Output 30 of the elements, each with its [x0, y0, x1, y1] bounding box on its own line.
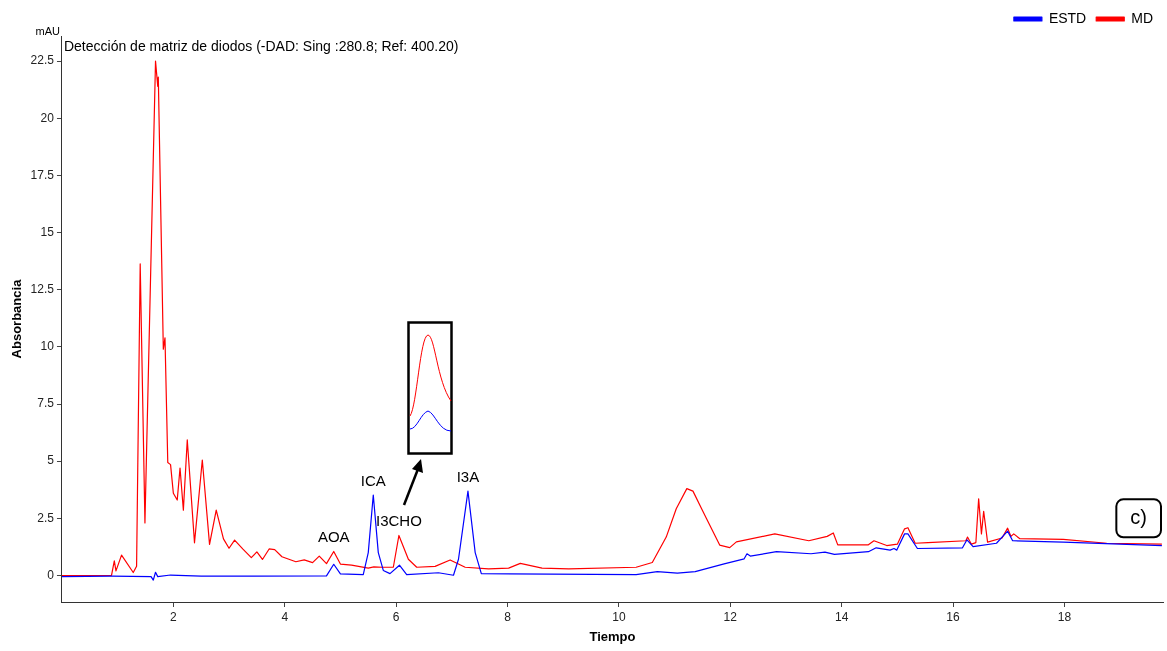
annotation: I3CHO — [375, 512, 422, 530]
annotation: I3A — [456, 467, 480, 485]
y-tick-label: 22.5 — [30, 53, 55, 68]
y-tick-label: 10 — [40, 339, 55, 354]
x-tick-label: 2 — [170, 609, 177, 624]
x-tick-label: 18 — [1057, 609, 1072, 624]
chart-title: Detección de matriz de diodos (-DAD: Sing :280.8; Ref: 400.20) — [63, 37, 459, 54]
x-tick-label: 12 — [723, 609, 738, 624]
x-tick-label: 8 — [504, 609, 512, 624]
annotation: AOA — [317, 528, 350, 546]
y-axis-title: Absorbancia — [9, 278, 25, 359]
y-tick-label: 5 — [47, 453, 55, 468]
y-tick-label: 15 — [40, 224, 55, 239]
y-tick-label: 20 — [40, 110, 55, 125]
x-tick-label: 4 — [281, 609, 289, 624]
x-tick-label: 16 — [946, 609, 961, 624]
y-tick-label: 0 — [47, 567, 55, 582]
y-tick-label: 12.5 — [30, 282, 55, 297]
x-axis-title: Tiempo — [589, 628, 636, 644]
x-tick-label: 10 — [612, 609, 626, 624]
annotation: c) — [1130, 505, 1148, 528]
annotation: ICA — [360, 471, 386, 489]
x-tick-label: 14 — [834, 609, 849, 624]
y-tick-label: 17.5 — [30, 167, 55, 182]
x-tick-label: 6 — [392, 609, 400, 624]
y-tick-label: 7.5 — [37, 396, 55, 411]
legend-label: ESTD — [1048, 9, 1087, 26]
text: mAU — [35, 24, 60, 37]
legend-label: MD — [1131, 9, 1154, 26]
y-tick-label: 2.5 — [37, 510, 55, 525]
